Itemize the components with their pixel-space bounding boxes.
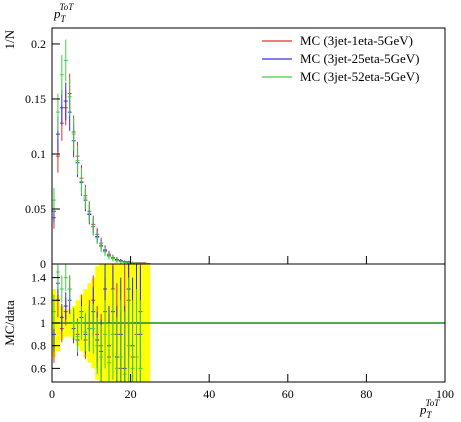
data-point	[52, 188, 56, 213]
label-base: p	[419, 402, 427, 417]
data-point	[59, 54, 64, 95]
ratio-point	[91, 303, 96, 354]
label-sub: T	[427, 410, 433, 420]
data-point	[110, 255, 115, 262]
x-tick-label: 0	[49, 387, 55, 401]
label-base: p	[53, 6, 61, 21]
data-point	[114, 258, 119, 263]
data-point	[87, 203, 92, 224]
data-point	[107, 252, 111, 260]
data-point	[91, 217, 96, 236]
legend-label: MC (3jet-1eta-5GeV)	[300, 33, 413, 48]
data-point	[95, 230, 100, 245]
x-tick-label: 80	[360, 387, 372, 401]
ratio-point	[103, 300, 108, 369]
axis-label: pT ToT	[419, 398, 440, 420]
data-point	[55, 93, 60, 131]
ratio-point	[110, 288, 115, 380]
data-point	[83, 186, 88, 209]
y-tick-label: 0	[40, 257, 46, 271]
x-tick-label: 100	[436, 387, 454, 401]
ratio-point	[75, 320, 80, 353]
data-point	[79, 168, 84, 195]
data-point	[63, 39, 68, 82]
label-sub: T	[61, 14, 67, 24]
ratio-point	[87, 305, 92, 352]
y-tick-label: 0.05	[25, 202, 46, 216]
data-point	[59, 90, 64, 126]
ratio-y-tick-label: 1.2	[31, 293, 46, 307]
ratio-panel	[52, 264, 445, 382]
ratio-point	[122, 311, 127, 382]
data-point	[63, 82, 68, 120]
ratio-point	[83, 312, 88, 352]
ratio-point	[63, 264, 68, 292]
y-axis-label: 1/N	[2, 29, 17, 49]
y-tick-label: 0.2	[31, 37, 46, 51]
ratio-point	[114, 317, 119, 382]
ratio-point	[79, 305, 84, 341]
ratio-y-tick-label: 0.6	[31, 361, 46, 375]
ratio-point	[67, 275, 72, 303]
data-point	[118, 260, 123, 264]
ratio-point	[126, 277, 131, 382]
ratio-point	[134, 288, 139, 382]
ratio-point	[55, 264, 60, 289]
ratio-point	[138, 300, 143, 382]
label-sup: ToT	[60, 2, 75, 12]
ratio-point	[59, 275, 64, 303]
data-point	[122, 261, 127, 264]
ratio-y-tick-label: 1.4	[31, 271, 46, 285]
data-point	[67, 78, 72, 116]
data-point	[99, 240, 104, 252]
ratio-point	[130, 300, 135, 382]
y-tick-label: 0.15	[25, 92, 46, 106]
x-tick-label: 20	[125, 387, 137, 401]
ratio-y-tick-label: 1	[40, 316, 46, 330]
legend-label: MC (3jet-52eta-5GeV)	[300, 69, 420, 84]
axis-label: pT ToT	[53, 2, 74, 24]
label-sup: ToT	[426, 398, 441, 408]
ratio-point	[99, 325, 104, 382]
y-tick-label: 0.1	[31, 147, 46, 161]
x-tick-label: 40	[203, 387, 215, 401]
data-point	[71, 117, 76, 151]
ratio-y-tick-label: 0.8	[31, 339, 46, 353]
ratio-point	[118, 300, 123, 382]
x-tick-label: 60	[282, 387, 294, 401]
ratio-point	[63, 292, 68, 320]
data-point	[75, 146, 80, 175]
ratio-point	[107, 323, 111, 382]
ratio-y-label: MC/data	[2, 300, 17, 346]
ratio-point	[71, 308, 76, 338]
ratio-point	[95, 317, 100, 375]
ratio-point	[59, 303, 64, 331]
legend-label: MC (3jet-25eta-5GeV)	[300, 51, 420, 66]
data-point	[103, 247, 108, 257]
